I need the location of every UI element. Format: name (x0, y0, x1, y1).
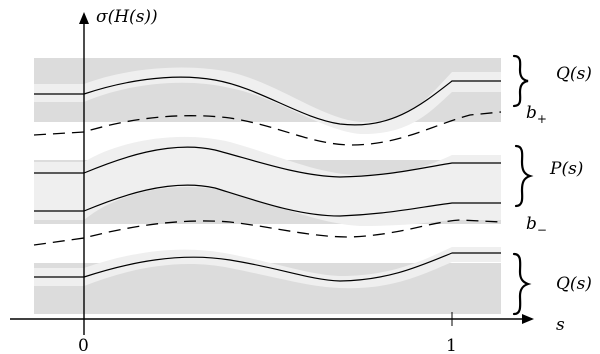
label-b-plus-subscript: + (537, 112, 547, 126)
y-axis-label: σ(H(s)) (96, 7, 158, 27)
x-tick-label-0: 0 (78, 336, 89, 354)
label-b-minus-subscript: − (537, 223, 547, 237)
brace-p (514, 144, 534, 208)
gap-curves (33, 111, 502, 246)
spectral-bands (34, 58, 501, 314)
label-q-top: Q(s) (556, 64, 592, 84)
label-b-minus: b− (526, 214, 547, 237)
label-b-plus: b+ (526, 103, 547, 126)
band-p-halo (34, 136, 501, 226)
dashed-curve-b-minus (33, 219, 502, 246)
curve-p-lower (34, 184, 501, 217)
brace-q-bottom (512, 252, 532, 316)
band-q-top-halo (34, 67, 501, 135)
braces (512, 54, 534, 316)
x-axis-label: s (556, 315, 565, 335)
axes (10, 12, 534, 335)
curve-q-bottom (34, 252, 501, 282)
label-b-plus-base: b (526, 103, 537, 123)
curve-p-upper (34, 146, 501, 178)
eigenvalue-curves (34, 76, 501, 282)
brace-q-top (512, 54, 529, 108)
label-p: P(s) (549, 159, 583, 179)
x-tick-label-1: 1 (446, 336, 457, 354)
dashed-curve-b-plus (33, 111, 502, 146)
label-b-minus-base: b (526, 214, 537, 234)
label-q-bottom: Q(s) (556, 274, 592, 294)
curve-q-top (34, 76, 501, 126)
